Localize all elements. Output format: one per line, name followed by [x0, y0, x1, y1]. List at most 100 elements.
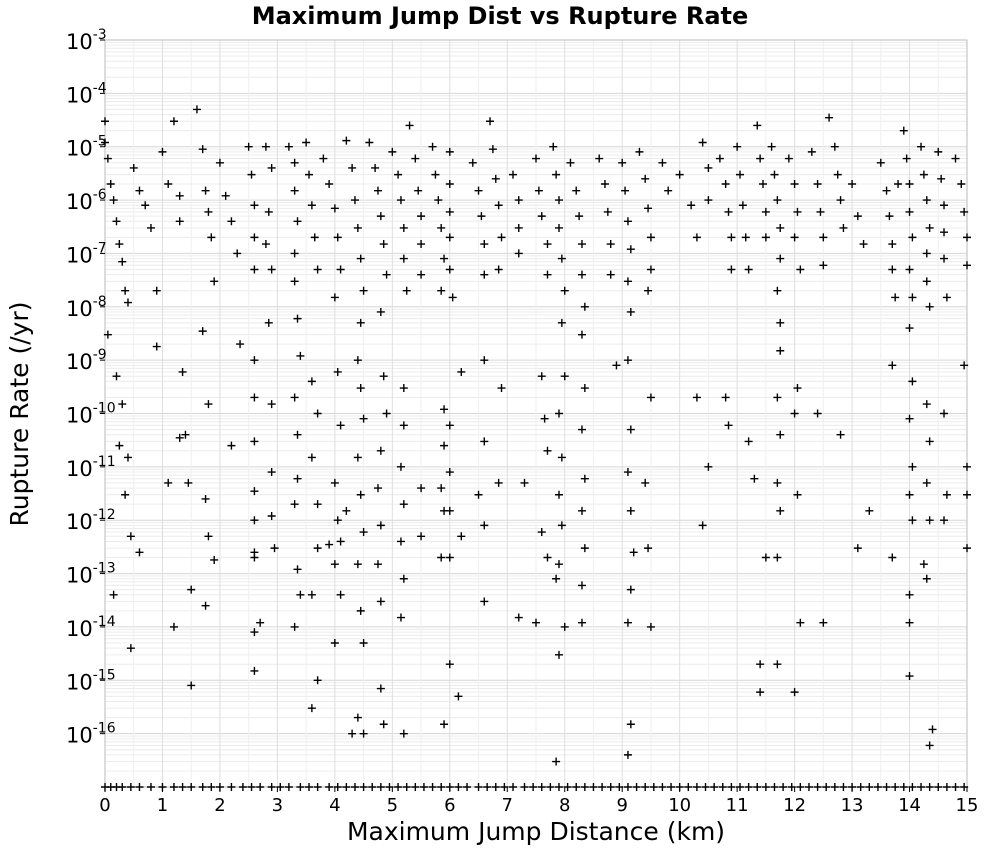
- data-point: [919, 170, 928, 179]
- data-point: [942, 293, 951, 302]
- data-point: [960, 361, 969, 370]
- data-point: [885, 212, 894, 221]
- data-point: [779, 783, 788, 791]
- data-point: [963, 233, 971, 242]
- data-point: [250, 628, 259, 637]
- data-point: [350, 196, 359, 205]
- data-point: [692, 783, 701, 791]
- data-point: [250, 548, 259, 557]
- data-point: [480, 270, 489, 279]
- data-point: [445, 506, 454, 515]
- data-point: [342, 136, 351, 145]
- data-point: [744, 437, 753, 446]
- data-point: [250, 233, 259, 242]
- data-point: [480, 240, 489, 249]
- data-point: [557, 254, 566, 263]
- data-point: [509, 783, 518, 791]
- data-point: [790, 688, 799, 697]
- data-point: [445, 660, 454, 669]
- data-point: [359, 783, 368, 791]
- data-point: [738, 201, 747, 210]
- data-point: [445, 265, 454, 274]
- data-point: [350, 783, 359, 791]
- data-point: [152, 342, 161, 351]
- data-point: [687, 201, 696, 210]
- data-point: [664, 186, 673, 195]
- data-point: [198, 783, 207, 791]
- data-point: [704, 196, 713, 205]
- data-point: [623, 783, 632, 791]
- data-point: [417, 240, 426, 249]
- data-point: [379, 720, 388, 729]
- data-point: [373, 186, 382, 195]
- y-tick-exponent: -13: [93, 561, 116, 577]
- data-point: [342, 506, 351, 515]
- data-point: [839, 223, 848, 232]
- data-point: [626, 585, 635, 594]
- data-point: [773, 393, 782, 402]
- y-tick-label: 10-14: [66, 614, 116, 641]
- data-point: [135, 548, 144, 557]
- data-point: [250, 487, 259, 496]
- data-point: [940, 516, 949, 525]
- data-point: [963, 261, 971, 270]
- y-tick-exponent: -11: [93, 454, 116, 470]
- data-point: [445, 468, 454, 477]
- data-point: [575, 212, 584, 221]
- data-point: [121, 490, 130, 499]
- y-tick-exponent: -10: [93, 401, 116, 417]
- data-point: [626, 506, 635, 515]
- data-point: [474, 490, 483, 499]
- data-point: [491, 783, 500, 791]
- data-point: [353, 453, 362, 462]
- data-point: [437, 553, 446, 562]
- data-point: [103, 330, 112, 339]
- data-point: [399, 500, 408, 509]
- data-point: [580, 384, 589, 393]
- data-point: [552, 574, 561, 583]
- x-tick-label: 15: [956, 795, 979, 816]
- data-point: [399, 384, 408, 393]
- data-point: [646, 622, 655, 631]
- data-point: [888, 240, 897, 249]
- data-point: [307, 201, 316, 210]
- data-point: [440, 720, 449, 729]
- data-point: [560, 286, 569, 295]
- data-point: [621, 186, 630, 195]
- data-point: [187, 681, 196, 690]
- data-point: [641, 783, 650, 791]
- data-point: [293, 217, 302, 226]
- data-point: [761, 553, 770, 562]
- data-point: [922, 196, 931, 205]
- data-point: [577, 618, 586, 627]
- data-point: [836, 430, 845, 439]
- data-point: [376, 212, 385, 221]
- data-point: [238, 783, 247, 791]
- data-point: [830, 142, 839, 151]
- data-point: [560, 622, 569, 631]
- data-point: [207, 783, 216, 791]
- data-point: [543, 270, 552, 279]
- data-point: [359, 286, 368, 295]
- data-point: [497, 233, 506, 242]
- data-point: [922, 277, 931, 286]
- data-point: [474, 783, 483, 791]
- data-point: [580, 544, 589, 553]
- data-point: [546, 783, 555, 791]
- y-axis-ticks: 10-210-310-410-510-610-710-810-910-1010-…: [66, 0, 116, 748]
- x-tick-label: 6: [444, 795, 455, 816]
- data-point: [419, 783, 428, 791]
- data-point: [376, 521, 385, 530]
- y-tick-exponent: -7: [93, 240, 107, 256]
- data-point: [402, 783, 411, 791]
- data-point: [356, 606, 365, 615]
- x-tick-label: 14: [898, 795, 921, 816]
- data-point: [247, 170, 256, 179]
- data-point: [126, 644, 135, 653]
- x-tick-label: 10: [668, 795, 691, 816]
- data-point: [557, 521, 566, 530]
- data-point: [626, 245, 635, 254]
- data-point: [250, 516, 259, 525]
- data-point: [267, 163, 276, 172]
- y-tick-label: 10-16: [66, 721, 116, 748]
